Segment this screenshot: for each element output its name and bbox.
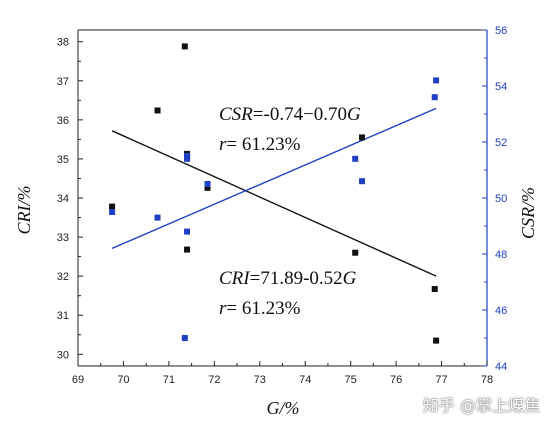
- right-y-tick-label: 44: [495, 361, 507, 373]
- right-y-tick-label: 52: [495, 137, 507, 149]
- x-tick-label: 72: [208, 374, 220, 386]
- right-y-tick-label: 54: [495, 81, 507, 93]
- x-tick-label: 77: [435, 374, 447, 386]
- cri-data-point: [204, 184, 211, 191]
- csr-equation: CSR=-0.74−0.70G: [219, 104, 361, 125]
- data-points: [109, 43, 440, 344]
- x-tick-label: 71: [163, 374, 175, 386]
- left-y-tick-label: 35: [57, 154, 69, 166]
- x-tick-label: 78: [481, 374, 493, 386]
- csr-data-point: [204, 181, 211, 187]
- cri-r-value: r= 61.23%: [219, 298, 301, 319]
- x-tick-label: 70: [117, 374, 129, 386]
- x-axis: 69 70 71 72 73 74 75 76 77 78: [72, 361, 493, 386]
- left-y-tick-label: 32: [57, 271, 69, 283]
- csr-r-value: r= 61.23%: [219, 134, 301, 155]
- csr-data-point: [154, 214, 161, 221]
- right-y-tick-label: 46: [495, 305, 507, 317]
- csr-data-point: [433, 77, 440, 84]
- cri-data-point: [109, 203, 116, 210]
- left-y-tick-label: 33: [57, 232, 69, 244]
- csr-data-point: [359, 178, 366, 185]
- right-y-tick-label: 56: [495, 25, 507, 37]
- x-axis-title: G/%: [267, 398, 300, 418]
- left-y-tick-label: 36: [57, 115, 69, 127]
- right-y-axis: 44 46 48 50 52 54 56: [482, 25, 507, 373]
- cri-data-point: [184, 246, 191, 253]
- csr-data-point: [184, 228, 191, 235]
- csr-data-point: [109, 209, 116, 215]
- cri-fit-line: [111, 130, 437, 277]
- left-y-tick-label: 34: [57, 193, 69, 205]
- csr-data-point: [184, 155, 191, 162]
- right-y-tick-label: 48: [495, 249, 507, 261]
- right-y-axis-title: CSR/%: [518, 187, 538, 239]
- x-tick-label: 75: [345, 374, 357, 386]
- x-tick-label: 69: [72, 374, 84, 386]
- cri-data-point: [352, 249, 359, 256]
- csr-data-point: [431, 94, 438, 101]
- fit-lines: [111, 107, 437, 277]
- left-y-axis: 30 31 32 33 34 35 36 37 38: [57, 37, 83, 361]
- csr-data-point: [181, 335, 188, 341]
- x-tick-label: 76: [390, 374, 402, 386]
- csr-data-point: [352, 155, 359, 162]
- cri-data-point: [431, 286, 438, 293]
- csr-fit-line: [111, 107, 437, 250]
- x-tick-label: 74: [299, 374, 311, 386]
- cri-data-point: [433, 337, 440, 344]
- cri-equation: CRI=71.89-0.52G: [219, 268, 357, 289]
- watermark-text: 知乎 @掌上煤焦: [422, 396, 540, 415]
- left-y-tick-label: 37: [57, 76, 69, 88]
- left-y-axis-title: CRI/%: [14, 186, 34, 235]
- x-tick-label: 73: [254, 374, 266, 386]
- left-y-tick-label: 31: [57, 310, 69, 322]
- cri-data-point: [154, 107, 161, 114]
- cri-data-point: [359, 134, 366, 141]
- cri-data-point: [181, 43, 188, 50]
- left-y-tick-label: 38: [57, 37, 69, 49]
- right-y-tick-label: 50: [495, 193, 507, 205]
- left-y-tick-label: 30: [57, 349, 69, 361]
